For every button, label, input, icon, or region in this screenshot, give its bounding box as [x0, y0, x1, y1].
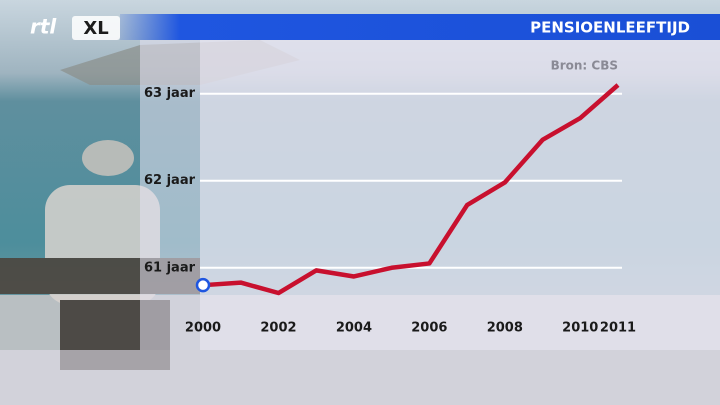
data-line	[202, 83, 620, 296]
logo-left: rtl	[30, 15, 57, 39]
x-tick-label: 2006	[411, 321, 447, 336]
x-tick-label: 2002	[260, 321, 296, 336]
y-tick-label: 61 jaar	[144, 260, 196, 275]
x-tick-label: 2011	[600, 321, 636, 336]
x-tick-label: 2004	[336, 321, 372, 336]
bottom-band	[0, 350, 720, 405]
title-bar	[120, 14, 720, 40]
plot-panel	[200, 40, 720, 350]
x-tick-label: 2010	[562, 321, 598, 336]
source-note: Bron: CBS	[551, 59, 618, 73]
y-tick-label: 63 jaar	[144, 86, 196, 101]
start-marker	[195, 277, 211, 293]
x-tick-label: 2000	[185, 321, 221, 336]
chart-title: PENSIOENLEEFTIJD	[530, 19, 690, 37]
x-tick-label: 2008	[487, 321, 523, 336]
y-tick-label: 62 jaar	[144, 173, 196, 188]
logo-right: XL	[83, 18, 108, 39]
logo-box	[72, 16, 120, 40]
logo: rtl XL	[30, 15, 120, 40]
